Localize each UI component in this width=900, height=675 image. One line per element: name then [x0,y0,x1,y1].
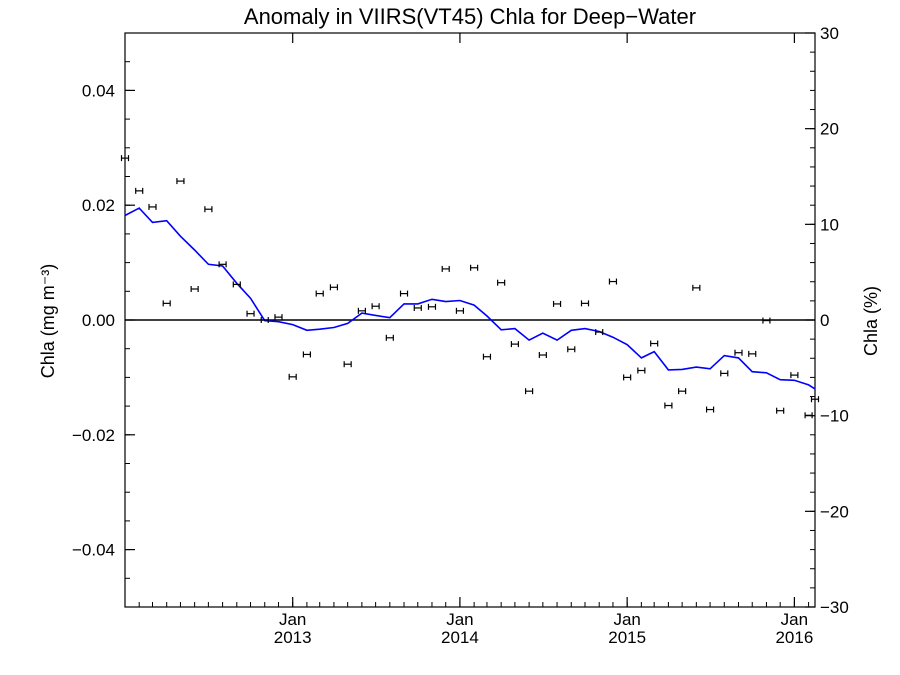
x-tick-label-month: Jan [446,610,473,629]
plot-area [120,155,820,419]
data-point [148,203,157,210]
data-point [357,307,366,314]
data-point [664,402,673,409]
data-point [692,284,701,291]
data-point [399,290,409,297]
right-tick-label: 10 [820,215,839,234]
data-point [705,406,715,413]
data-point [650,340,659,347]
data-point [315,290,324,297]
right-tick-label: −30 [820,598,849,617]
data-point [218,261,227,268]
data-point [804,412,813,419]
data-point [260,317,269,323]
right-tick-label: 0 [820,311,829,330]
data-point [720,370,729,377]
data-point [204,206,213,213]
right-axis: 30 20 10 0 −10 −20 −30 [805,24,849,617]
data-point [623,374,632,381]
data-point [246,310,255,317]
left-tick-label: 0.04 [82,81,115,100]
data-point [120,155,130,162]
data-point [302,351,311,358]
data-point [274,314,283,321]
left-tick-label: 0.02 [82,196,115,215]
x-tick-label-month: Jan [613,610,640,629]
x-tick-label-year: 2014 [441,628,479,647]
left-tick-label: −0.04 [72,541,115,560]
data-point [510,341,520,348]
right-tick-label: 30 [820,24,839,43]
x-tick-label-year: 2015 [608,628,646,647]
x-tick-label-year: 2016 [775,628,813,647]
right-tick-label: 20 [820,120,839,139]
data-point [288,373,297,380]
data-point [608,278,618,285]
trend-line [124,207,816,390]
data-point [525,388,534,395]
left-axis: 0.04 0.02 0.00 −0.02 −0.04 [72,32,135,608]
data-point [552,300,562,307]
data-point [790,372,799,379]
left-tick-label: −0.02 [72,426,115,445]
data-point [810,396,820,403]
data-point [176,178,185,185]
x-tick-label-month: Jan [781,610,808,629]
data-point [497,279,506,286]
data-point [595,329,604,336]
right-tick-label: −10 [820,407,849,426]
left-axis-label: Chla (mg m⁻³) [38,264,58,379]
data-point [455,307,465,314]
data-point [329,284,339,291]
data-point [371,303,380,310]
data-point [762,317,771,324]
data-point [162,300,171,307]
data-point [776,407,785,414]
data-point [135,187,144,194]
data-point [482,353,492,360]
data-point [470,264,479,271]
data-point [734,349,743,356]
data-point [637,367,646,374]
chart-title: Anomaly in VIIRS(VT45) Chla for Deep−Wat… [244,4,696,29]
data-point [343,361,352,368]
left-tick-label: 0.00 [82,311,115,330]
data-point [190,286,199,293]
data-point [678,388,687,395]
x-tick-label-year: 2013 [274,628,312,647]
data-point [567,346,576,353]
right-tick-label: −20 [820,502,849,521]
data-point [385,334,394,341]
right-axis-label: Chla (%) [861,286,881,356]
data-point [413,304,422,311]
data-point [580,300,590,307]
data-point [232,281,241,288]
data-point [748,350,757,357]
data-point [427,303,437,310]
x-tick-label-month: Jan [279,610,306,629]
data-point [538,352,547,359]
data-point [441,265,450,272]
